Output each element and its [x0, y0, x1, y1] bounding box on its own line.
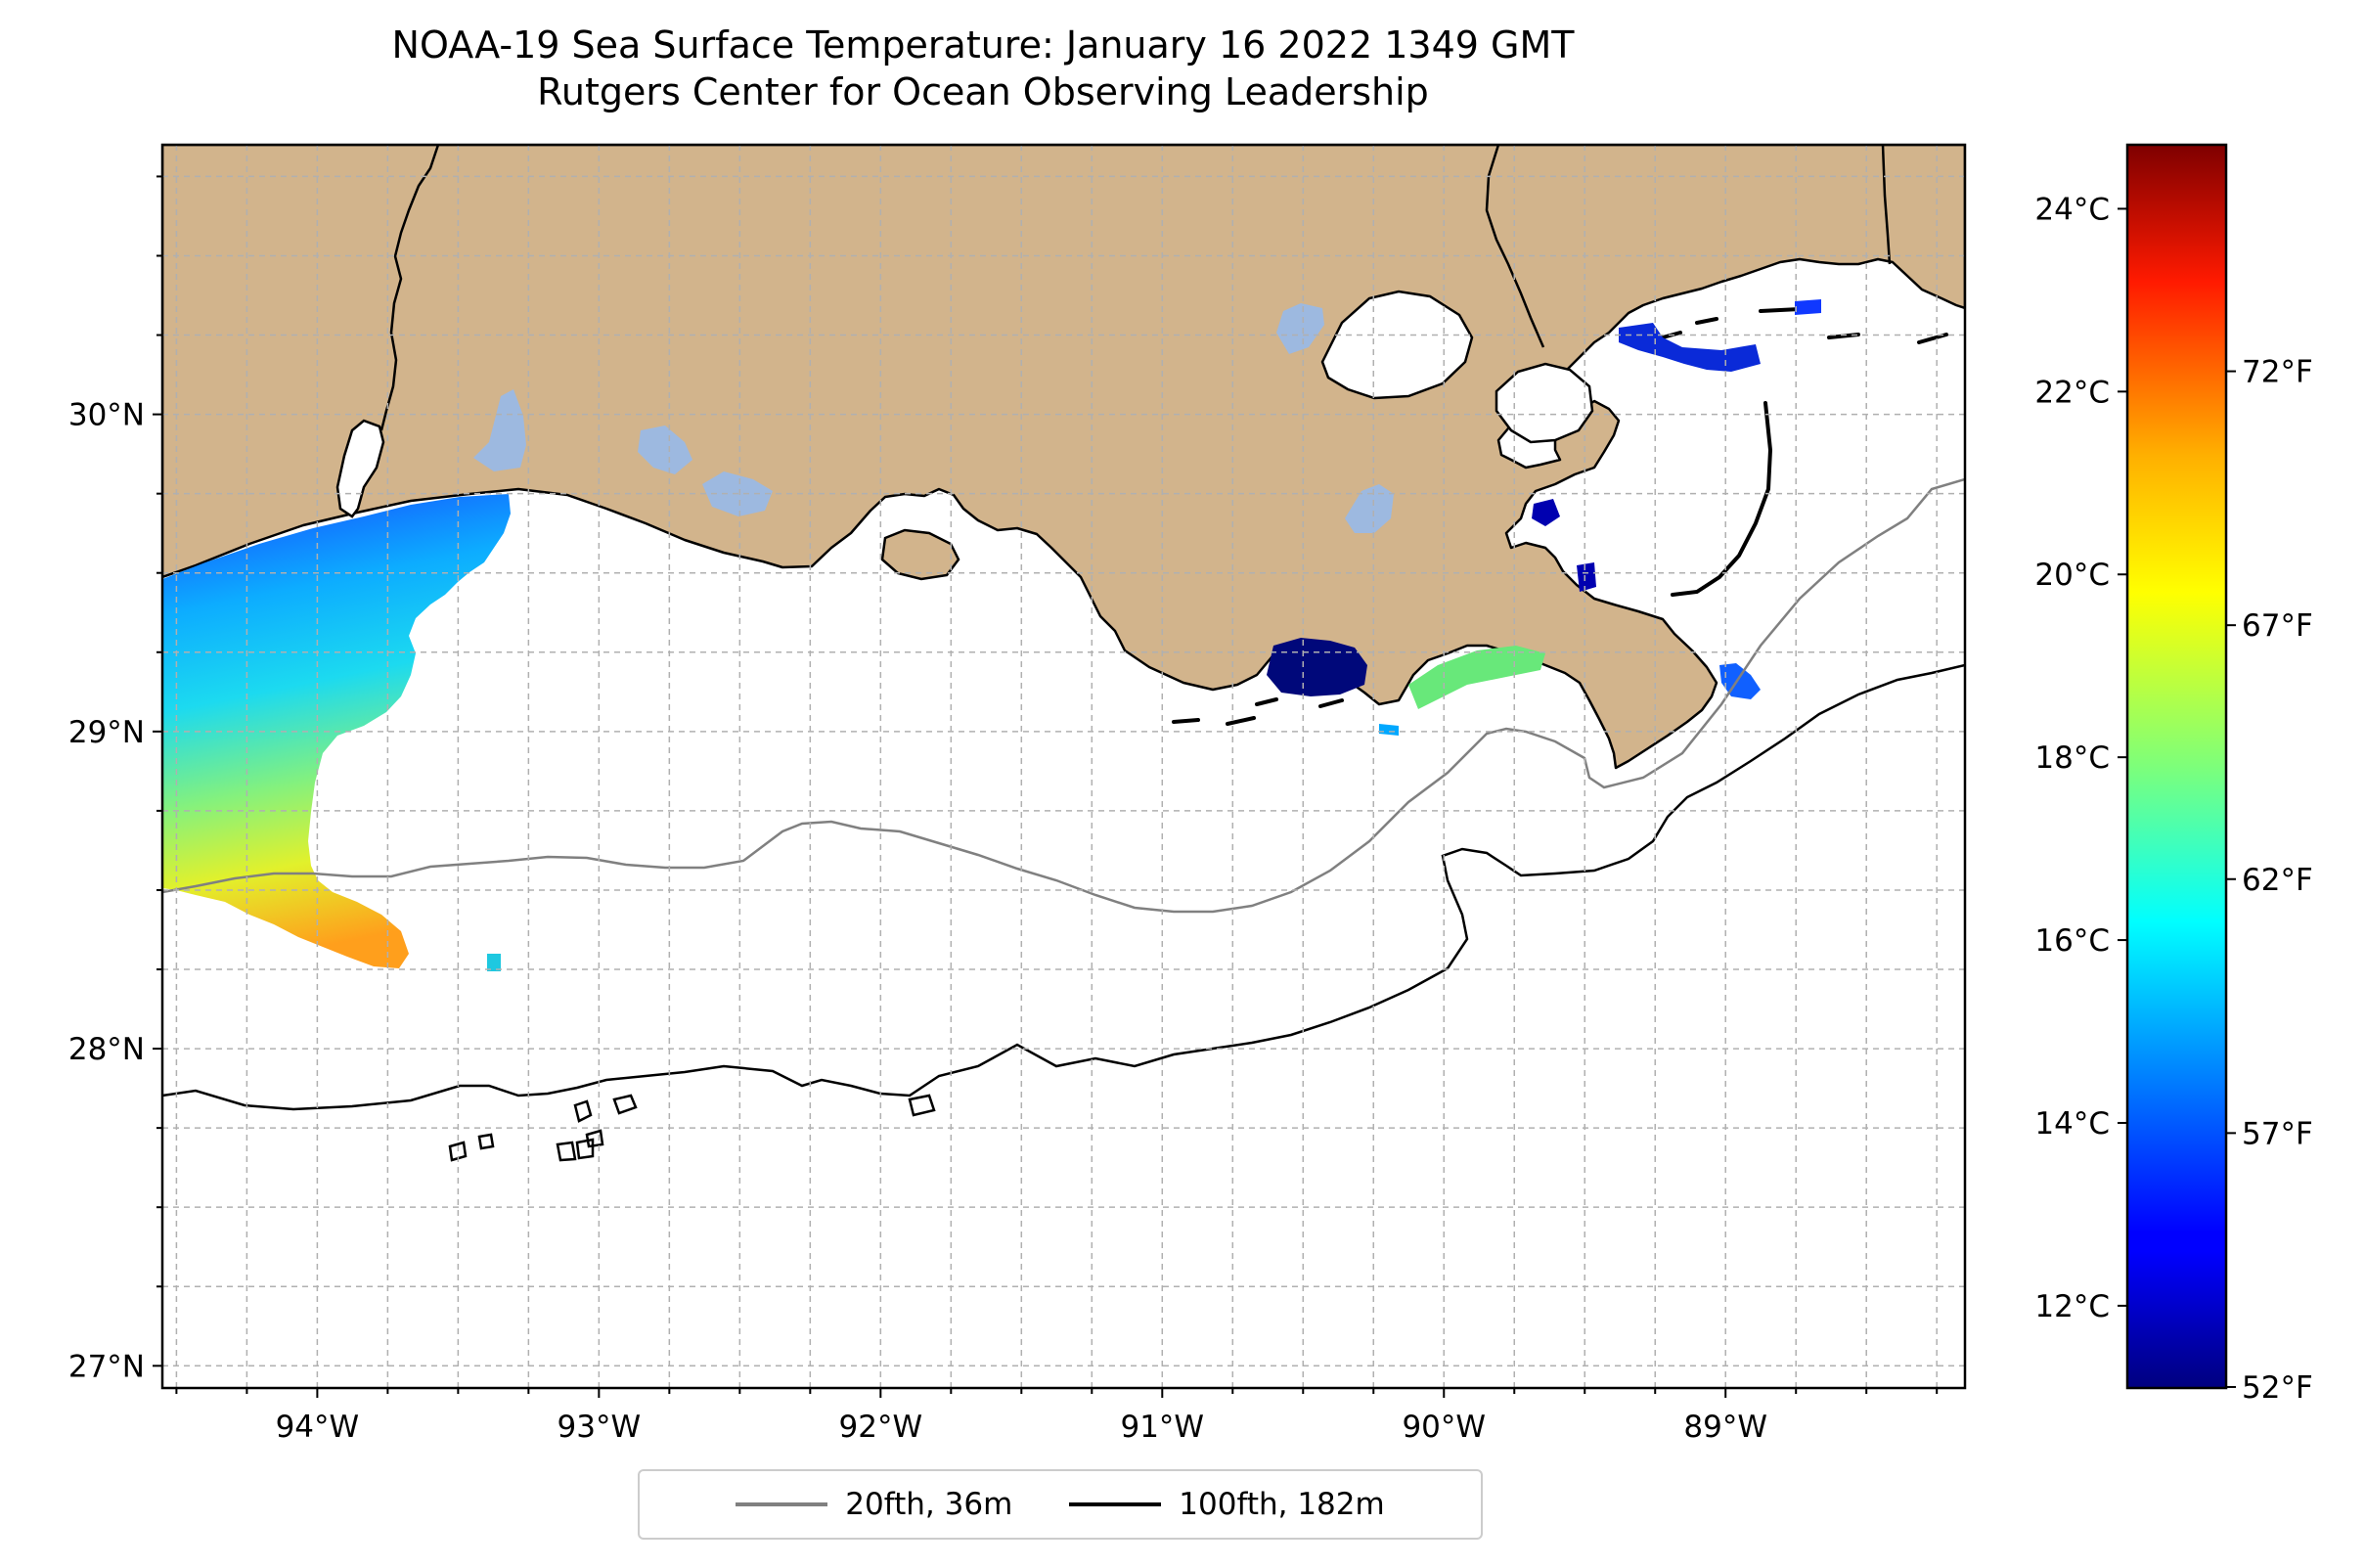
celsius-axis: 12°C 14°C 16°C 18°C 20°C 22°C 24°C — [2034, 192, 2127, 1324]
sst-breton-swath — [1619, 323, 1761, 372]
fahrenheit-axis: 52°F 57°F 62°F 67°F 72°F — [2226, 355, 2313, 1406]
celsius-tick-label: 14°C — [2034, 1106, 2110, 1142]
map-frame — [160, 143, 1967, 1390]
mississippi-alabama-border — [1881, 145, 1892, 265]
legend-swatch-gray-line — [736, 1502, 828, 1506]
lon-tick-label: 92°W — [839, 1410, 923, 1445]
sst-speck — [487, 954, 501, 971]
calcasieu-lake — [335, 419, 385, 518]
contour-100fth-islands — [448, 1094, 936, 1162]
celsius-tick-label: 22°C — [2034, 375, 2110, 410]
fahrenheit-tick-label: 62°F — [2242, 863, 2313, 898]
temperature-colorbar: 12°C 14°C 16°C 18°C 20°C 22°C 24°C 52°F 57°F 62°… — [2034, 143, 2313, 1406]
celsius-tick-label: 12°C — [2034, 1289, 2110, 1324]
contour-100fth — [162, 663, 1965, 1111]
lon-tick-label: 91°W — [1120, 1410, 1204, 1445]
celsius-tick-label: 18°C — [2034, 740, 2110, 776]
lat-tick-label: 29°N — [68, 715, 145, 750]
lat-tick-label: 30°N — [68, 398, 145, 433]
fahrenheit-tick-label: 57°F — [2242, 1116, 2313, 1151]
map-gridlines — [162, 145, 1965, 1388]
sst-barataria-swath — [1379, 724, 1399, 736]
chart-title: NOAA-19 Sea Surface Temperature: January… — [0, 22, 1966, 115]
sst-ne-speck — [1795, 299, 1821, 315]
sst-atchafalaya-swath — [1267, 638, 1367, 696]
lon-tick-label: 94°W — [276, 1410, 360, 1445]
lat-tick-label: 28°N — [68, 1032, 145, 1067]
legend-label-100fth: 100fth, 182m — [1179, 1487, 1385, 1522]
louisiana-mississippi-border — [1485, 145, 1545, 348]
sst-terrebonne-swath — [1408, 646, 1545, 709]
fahrenheit-tick-label: 72°F — [2242, 355, 2313, 390]
texas-louisiana-border — [379, 145, 440, 431]
barrier-islands — [1172, 307, 1948, 726]
lake-borgne — [1495, 362, 1594, 444]
depth-contour-legend: 20fth, 36m 100fth, 182m — [638, 1469, 1483, 1540]
lat-tick-label: 27°N — [68, 1349, 145, 1384]
marsh-island — [880, 528, 960, 581]
map-panel: 94°W 93°W 92°W 91°W 90°W 89°W 27°N 28°N 29°N 30°… — [68, 143, 1967, 1445]
legend-item-100fth: 100fth, 182m — [1069, 1487, 1385, 1522]
legend-swatch-black-line — [1069, 1502, 1162, 1506]
contour-20fth — [162, 477, 1965, 914]
title-line-1: NOAA-19 Sea Surface Temperature: January… — [391, 23, 1575, 67]
celsius-tick-label: 20°C — [2034, 558, 2110, 593]
colorbar-gradient — [2127, 145, 2226, 1388]
fahrenheit-tick-label: 67°F — [2242, 608, 2313, 644]
celsius-tick-label: 24°C — [2034, 192, 2110, 227]
lon-tick-label: 89°W — [1683, 1410, 1767, 1445]
fahrenheit-tick-label: 52°F — [2242, 1370, 2313, 1406]
title-line-2: Rutgers Center for Ocean Observing Leade… — [537, 70, 1429, 113]
celsius-tick-label: 16°C — [2034, 923, 2110, 959]
legend-item-20fth: 20fth, 36m — [736, 1487, 1012, 1522]
lon-tick-label: 90°W — [1402, 1410, 1486, 1445]
colorbar-frame — [2125, 143, 2228, 1390]
latitude-axis: 27°N 28°N 29°N 30°N — [68, 175, 162, 1384]
lon-tick-label: 93°W — [558, 1410, 642, 1445]
sst-delta-speck — [1532, 499, 1560, 526]
sst-delta-speck-2 — [1577, 562, 1596, 592]
legend-label-20fth: 20fth, 36m — [845, 1487, 1013, 1522]
longitude-axis: 94°W 93°W 92°W 91°W 90°W 89°W — [175, 1388, 1939, 1445]
